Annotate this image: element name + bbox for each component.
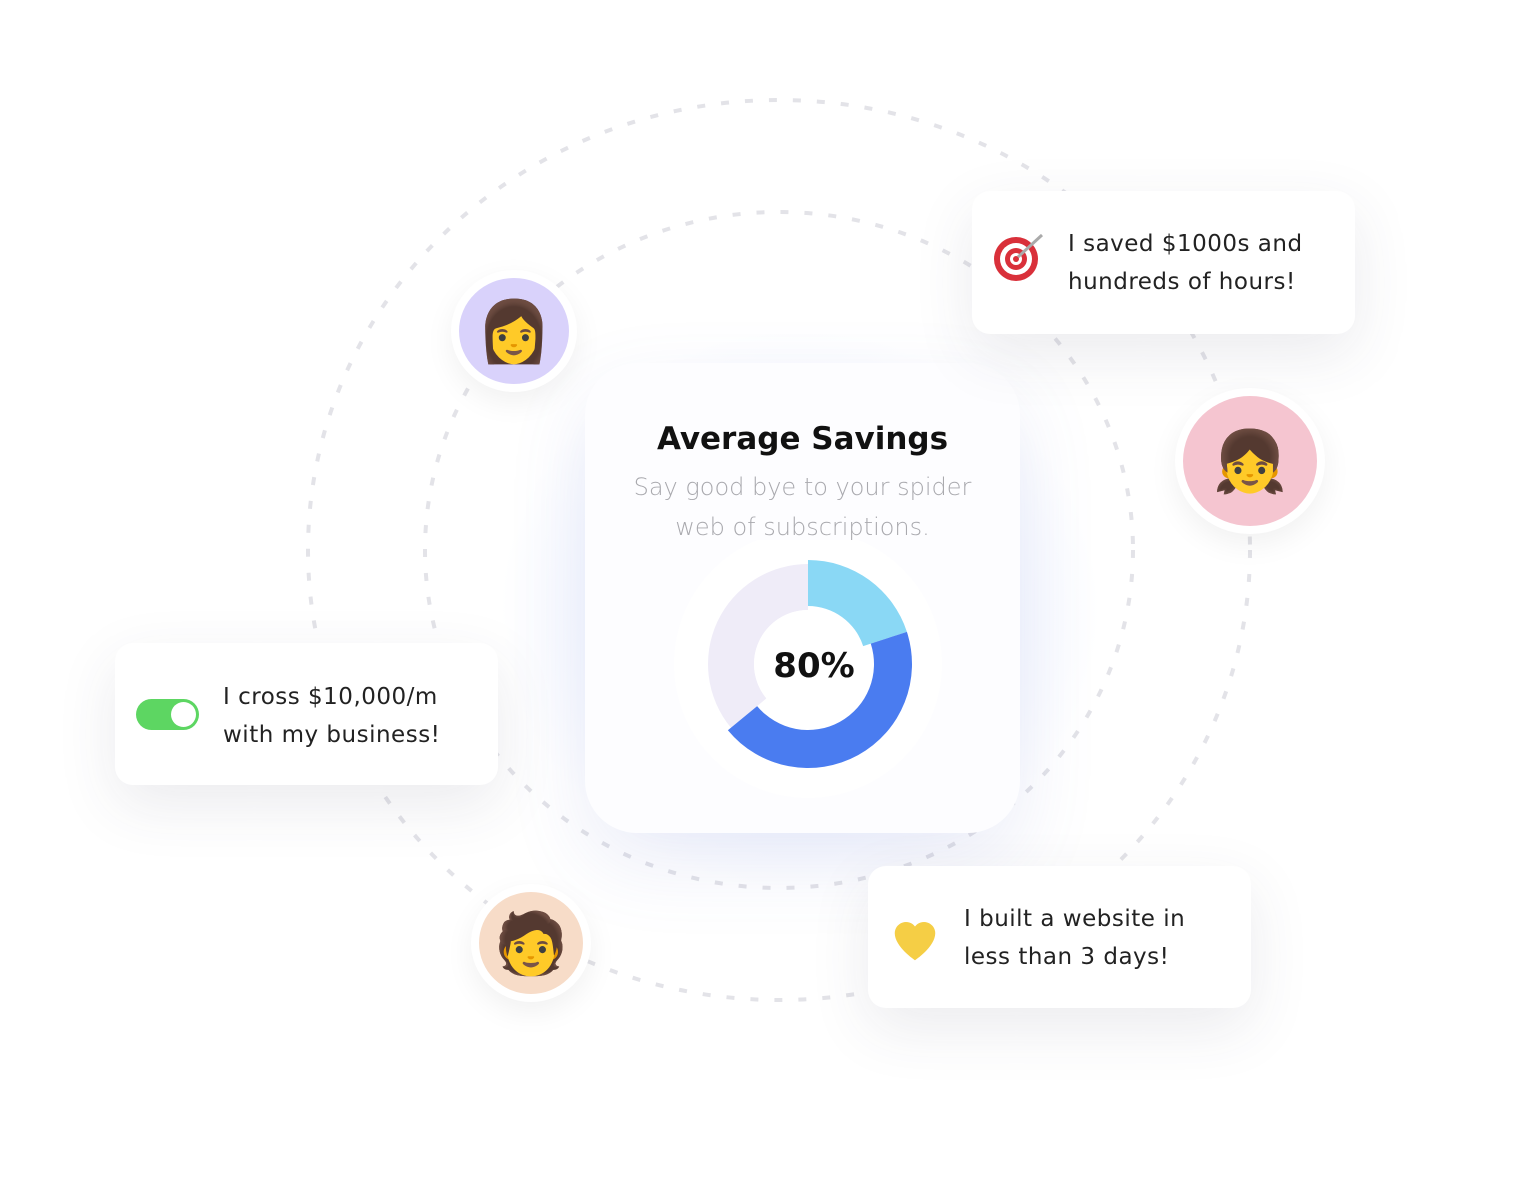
testimonial-text-line1: I saved $1000s and bbox=[1068, 231, 1303, 257]
donut-segment-2 bbox=[708, 564, 808, 728]
testimonial-text-line1: I built a website in bbox=[964, 906, 1186, 932]
toggle-knob bbox=[171, 702, 196, 727]
testimonial-card-website: I built a website in less than 3 days! bbox=[868, 866, 1251, 1008]
donut-center-label: 80% bbox=[773, 646, 854, 686]
man-glasses-avatar: 🧑 bbox=[471, 884, 591, 1002]
woman-glasses-avatar: 👩 bbox=[451, 270, 577, 392]
testimonial-text-line1: I cross $10,000/m bbox=[223, 684, 438, 710]
savings-donut-chart: 80% bbox=[674, 540, 942, 798]
inner-orbit bbox=[423, 210, 1135, 890]
donut-hole bbox=[754, 610, 862, 718]
testimonial-text-line2: less than 3 days! bbox=[964, 944, 1170, 970]
outer-orbit bbox=[306, 98, 1252, 1002]
woman-beanie-avatar: 👧 bbox=[1175, 388, 1325, 534]
testimonial-text-line2: with my business! bbox=[223, 722, 441, 748]
testimonial-card-savings: I saved $1000s and hundreds of hours! bbox=[972, 191, 1355, 334]
donut-segment-1 bbox=[727, 631, 912, 768]
testimonial-text-line2: hundreds of hours! bbox=[1068, 269, 1296, 295]
card-title: Average Savings bbox=[656, 421, 949, 457]
toggle-switch[interactable] bbox=[136, 699, 199, 730]
target-icon bbox=[994, 233, 1044, 281]
donut-segment-0 bbox=[808, 560, 907, 647]
card-subtitle: Say good bye to your spider web of subsc… bbox=[633, 473, 972, 541]
heart-icon bbox=[894, 922, 936, 961]
testimonial-card-business: I cross $10,000/m with my business! bbox=[115, 643, 498, 785]
